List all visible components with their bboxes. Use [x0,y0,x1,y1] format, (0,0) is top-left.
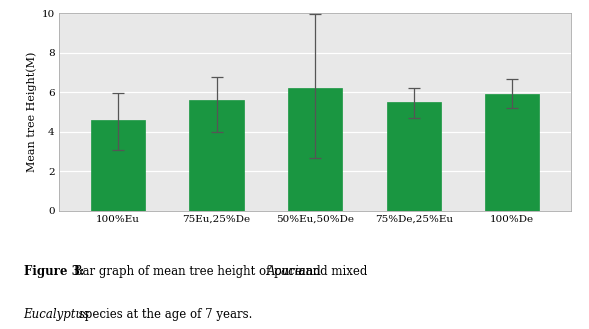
Bar [386,102,441,211]
Text: Acacia: Acacia [267,265,306,278]
Bar [288,88,342,211]
Bar [190,100,244,211]
Text: Bar graph of mean tree height of pure and mixed: Bar graph of mean tree height of pure an… [70,265,370,278]
Bar [485,94,540,211]
Text: Figure 3:: Figure 3: [24,265,84,278]
Y-axis label: Mean tree Height(M): Mean tree Height(M) [27,52,37,172]
Bar [91,120,145,211]
Text: and: and [295,265,321,278]
Text: species at the age of 7 years.: species at the age of 7 years. [75,308,252,321]
Text: Eucalyptus: Eucalyptus [24,308,90,321]
